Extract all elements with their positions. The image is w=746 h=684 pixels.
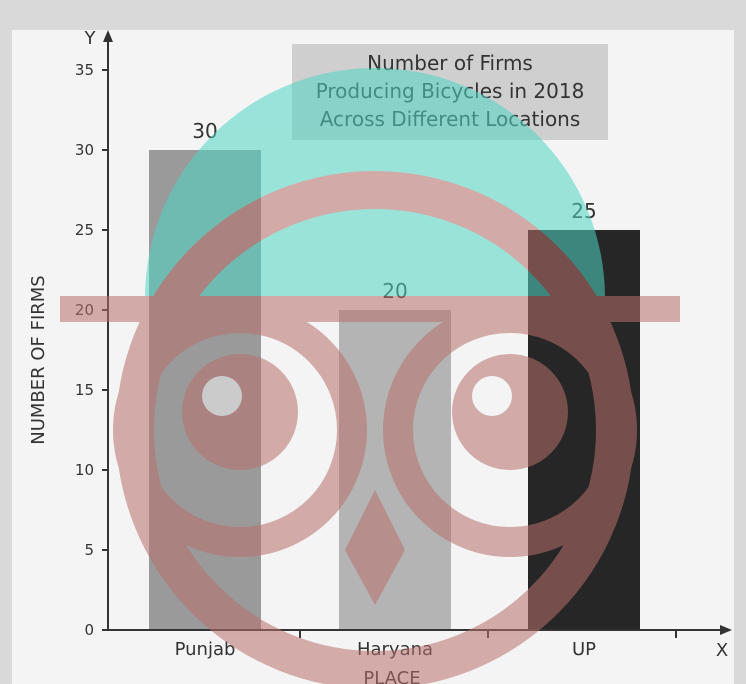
y-axis-letter: Y: [84, 28, 97, 49]
watermark-left-eye-shine: [202, 376, 242, 416]
watermark-beak: [345, 490, 405, 605]
y-tick-label: 5: [84, 541, 94, 559]
x-axis-letter: X: [716, 640, 728, 661]
y-tick-label: 35: [75, 61, 94, 79]
watermark-left-eye-ring: [113, 303, 367, 557]
watermark-left-pupil: [182, 354, 298, 470]
y-tick-label: 15: [75, 381, 94, 399]
watermark-right-eye-ring: [383, 303, 637, 557]
x-axis-arrow: [720, 625, 732, 635]
y-axis-title: NUMBER OF FIRMS: [28, 275, 49, 445]
y-ticks-group: 05101520253035: [75, 61, 108, 639]
watermark-right-pupil: [452, 354, 568, 470]
y-tick-label: 30: [75, 141, 94, 159]
y-tick-label: 10: [75, 461, 94, 479]
x-tick-label-up: UP: [572, 639, 596, 660]
y-tick-label: 0: [84, 621, 94, 639]
y-tick-label: 25: [75, 221, 94, 239]
watermark-brow-bar: [60, 296, 680, 322]
owl-watermark-logo: [60, 68, 680, 684]
y-axis-arrow: [103, 30, 113, 42]
watermark-right-eye-shine: [472, 376, 512, 416]
x-tick-label-punjab: Punjab: [175, 639, 236, 660]
